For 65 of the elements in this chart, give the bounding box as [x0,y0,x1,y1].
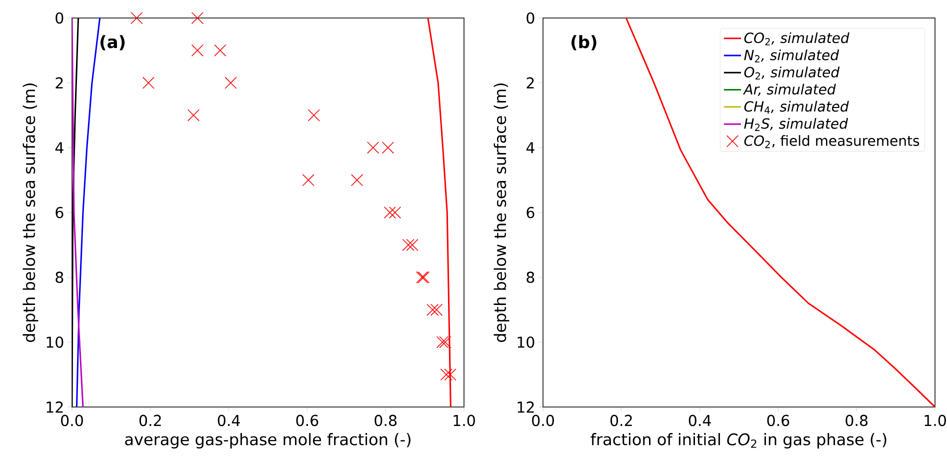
point [440,368,452,381]
line-series [76,18,101,408]
point [130,12,143,24]
legend-label: CO$_{2}$, simulated [744,32,850,46]
point [191,12,204,24]
y-tick-label: 2 [526,77,534,88]
x-tick-label: 0.2 [610,414,632,426]
point [224,76,237,89]
x-tick-label: 0.0 [61,414,83,426]
legend-label: N$_{2}$, simulated [744,49,840,62]
legend-label: O$_{2}$, simulated [744,66,840,80]
x-tick-label: 0.6 [767,414,790,426]
legend-label: H$_{2}$S, simulated [744,118,848,131]
y-tick-label: 4 [526,142,534,154]
x-tick-label: 0.6 [296,414,318,426]
point [367,142,380,154]
y-tick-label: 12 [46,401,63,413]
point [142,76,154,89]
x-tick-label: 0.2 [139,414,161,426]
x-tick-label: 1.0 [454,414,475,426]
x-tick-label: 0.4 [218,414,240,426]
x-axis-title: fraction of initial CO$_{2}$ in gas phase (-) [590,433,886,448]
line-series [72,18,84,408]
y-tick-label: 12 [518,401,534,413]
x-tick-label: 0.4 [688,414,711,426]
point [350,174,364,186]
y-tick-label: 8 [526,272,534,284]
point [430,304,443,316]
x-tick-label: 1.0 [924,414,946,426]
point [426,304,439,316]
x-axis-title: average gas-phase mole fraction (-) [125,433,410,448]
x-tick-label: 0.0 [532,414,554,426]
legend-label: CO$_{2}$, field measurements [744,135,920,148]
y-tick-label: 4 [55,142,64,154]
y-axis-title: depth below the sea surface (m) [22,84,38,342]
point [308,109,320,122]
y-tick-label: 10 [46,336,64,348]
point [436,336,448,348]
line-series [625,18,936,408]
y-tick-label: 6 [56,206,64,218]
line-series [72,18,80,408]
legend-label: CH$_{4}$, simulated [744,100,849,114]
point [187,109,200,122]
x-tick-label: 0.8 [374,414,397,426]
y-tick-label: 0 [56,12,64,24]
y-tick-label: 10 [518,336,534,348]
x-tick-label: 0.8 [846,414,868,426]
y-tick-label: 0 [526,12,534,24]
point [214,44,226,56]
point [439,336,452,348]
point [406,238,418,251]
y-tick-label: 6 [526,206,534,218]
annotation: (a) [100,35,125,50]
y-tick-label: 8 [56,272,64,284]
y-axis-title: depth below the sea surface (m) [494,84,510,342]
point [384,206,396,219]
annotation: (b) [572,35,596,50]
y-tick-label: 2 [56,77,63,88]
point [402,238,414,251]
point [444,368,456,381]
point [388,206,402,219]
point [191,44,204,56]
point [302,174,314,186]
legend-label: Ar, simulated [742,84,836,96]
point [382,142,394,154]
